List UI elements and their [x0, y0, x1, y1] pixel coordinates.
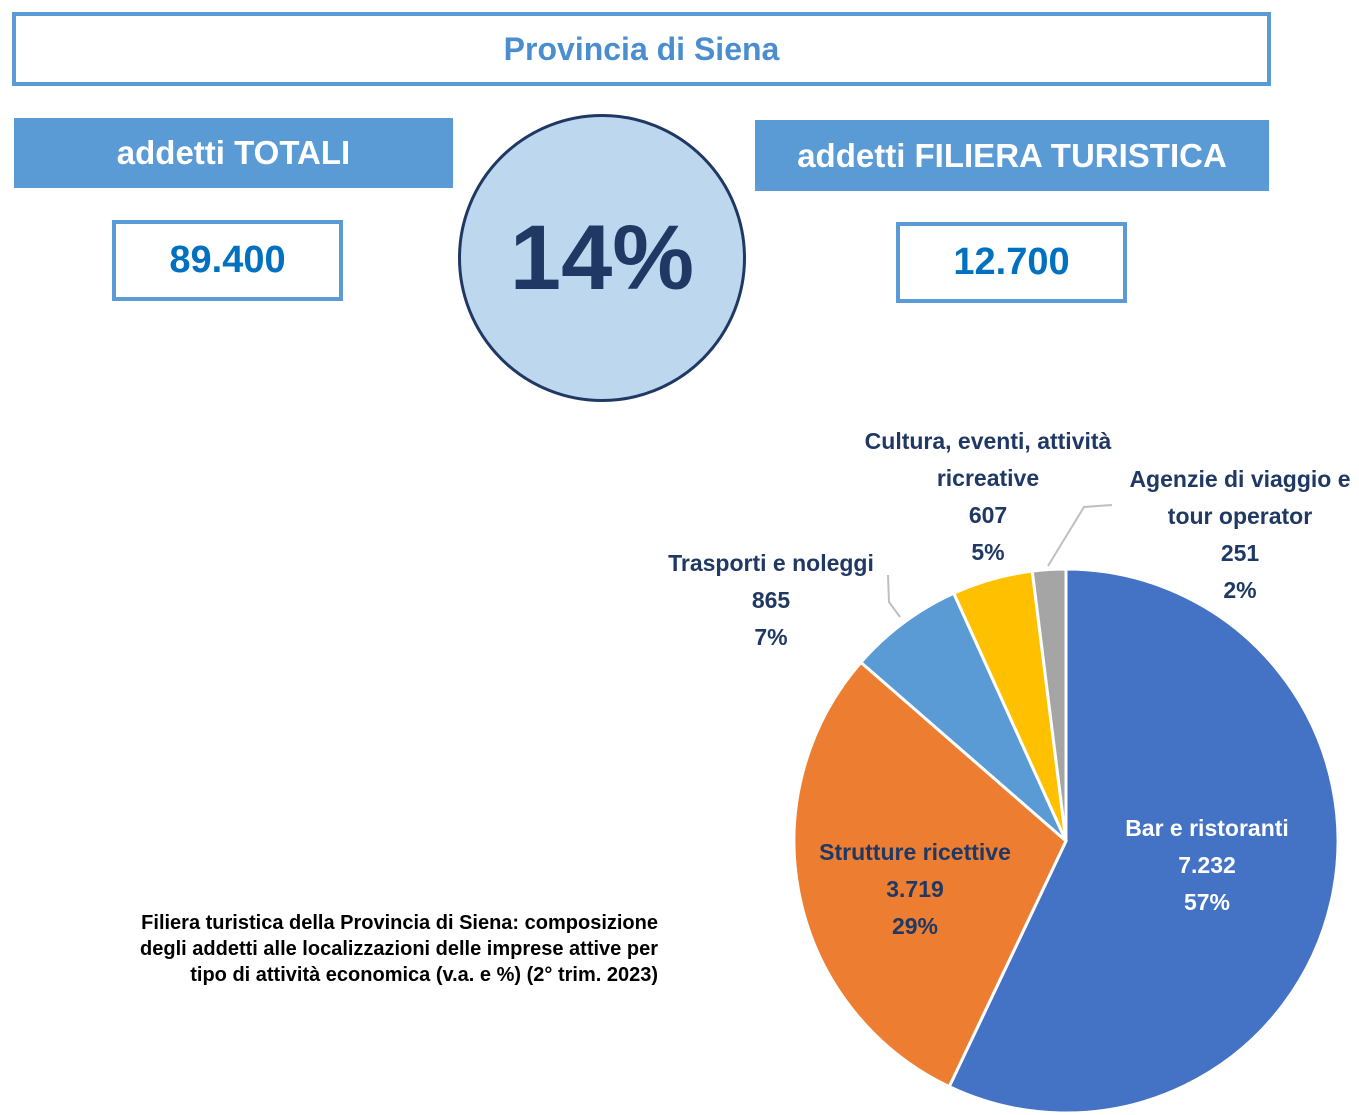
category-label: Agenzie di viaggio e tour operator — [1129, 466, 1351, 529]
percent-label: 5% — [971, 539, 1005, 565]
total-value: 89.400 — [112, 220, 343, 301]
leader-line — [1047, 504, 1113, 567]
tourism-value: 12.700 — [896, 222, 1127, 303]
slice-label: Agenzie di viaggio e tour operator 251 2% — [1120, 461, 1359, 609]
pie-slice — [1030, 567, 1068, 842]
total-label: addetti TOTALI — [14, 118, 453, 188]
value-label: 7.232 — [1178, 852, 1236, 878]
pie-slice — [858, 591, 1068, 843]
value-label: 865 — [751, 587, 791, 613]
slice-label: Bar e ristoranti 7.232 57% — [1077, 810, 1337, 921]
share-circle: 14% — [458, 114, 746, 402]
pie-slice — [792, 660, 1068, 1089]
value-label: 3.719 — [886, 876, 944, 902]
category-label: Strutture ricettive — [819, 839, 1011, 865]
value-label: 251 — [1220, 540, 1260, 566]
percent-label: 2% — [1223, 577, 1257, 603]
caption: Filiera turistica della Provincia di Sie… — [140, 912, 658, 986]
slice-label: Trasporti e noleggi 865 7% — [641, 545, 901, 656]
percent-label: 57% — [1183, 889, 1231, 915]
leader-line — [887, 574, 901, 618]
category-label: Cultura, eventi, attività ricreative — [864, 428, 1112, 491]
pie-slice — [947, 567, 1340, 1115]
category-label: Trasporti e noleggi — [668, 550, 874, 576]
value-label: 607 — [968, 502, 1008, 528]
header-title: Provincia di Siena — [12, 12, 1271, 86]
slice-label: Cultura, eventi, attività ricreative 607 5… — [863, 423, 1113, 571]
category-label: Bar e ristoranti — [1125, 815, 1289, 841]
percent-label: 7% — [754, 624, 788, 650]
percent-label: 29% — [891, 913, 939, 939]
slice-label: Strutture ricettive 3.719 29% — [785, 834, 1045, 945]
tourism-label: addetti FILIERA TURISTICA — [755, 120, 1269, 191]
